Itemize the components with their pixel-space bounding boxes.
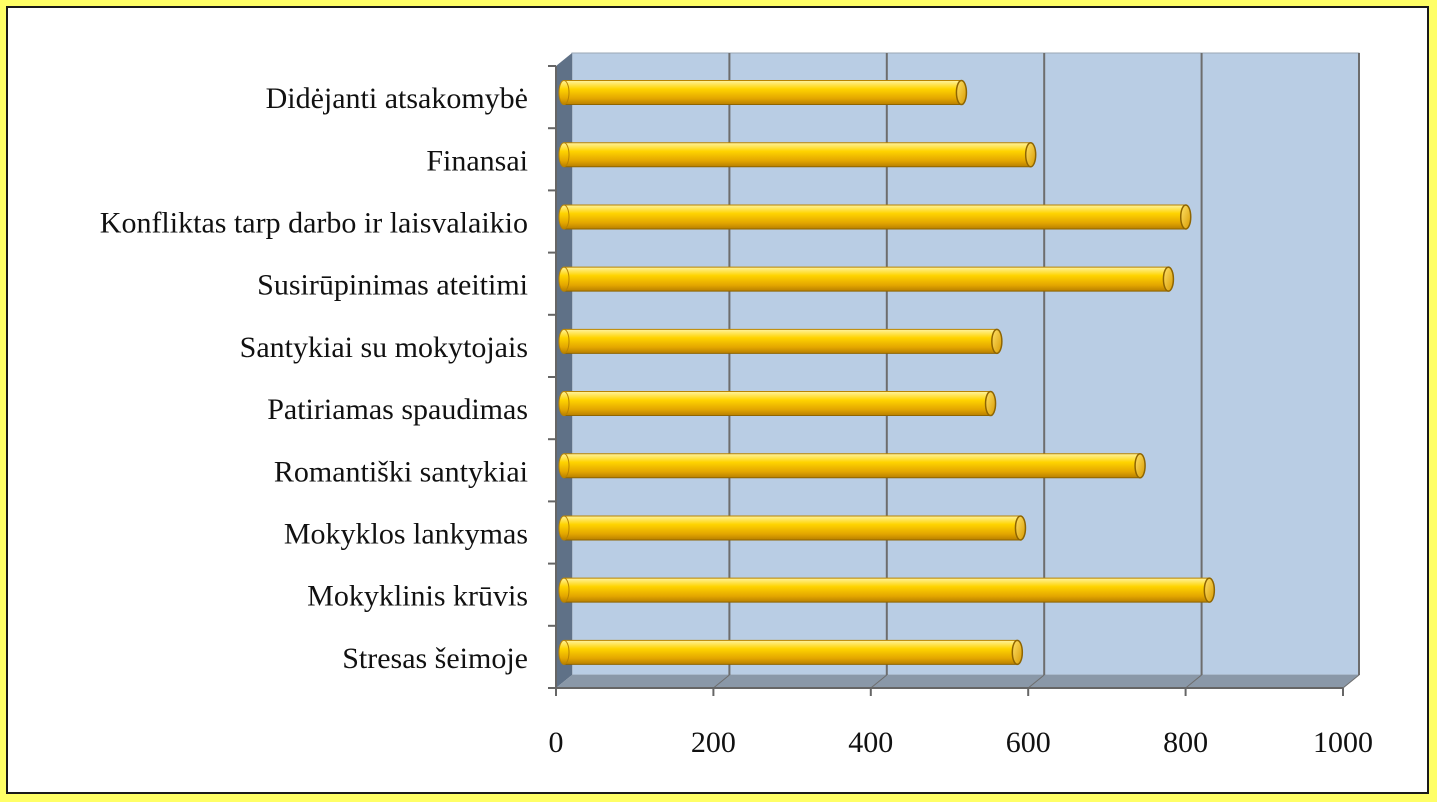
- bar-base-cap: [558, 577, 570, 603]
- bar: [564, 204, 1186, 229]
- bar-base-cap: [558, 391, 570, 417]
- bar: [564, 267, 1169, 292]
- x-tick-label: 600: [1006, 726, 1051, 759]
- x-tick-label: 1000: [1313, 726, 1373, 759]
- bar-end-cap: [1162, 266, 1175, 292]
- bar: [564, 80, 962, 105]
- category-label: Finansai: [426, 144, 528, 177]
- category-label: Didėjanti atsakomybė: [266, 82, 528, 115]
- bar-end-cap: [1014, 515, 1027, 541]
- bar: [564, 453, 1141, 478]
- gridline-floor: [1027, 674, 1045, 689]
- category-label: Konfliktas tarp darbo ir laisvalaikio: [100, 207, 528, 240]
- bar-end-cap: [1179, 204, 1192, 230]
- bar-end-cap: [1011, 639, 1024, 666]
- bar-end-cap: [1134, 453, 1146, 479]
- bar-base-cap: [558, 515, 570, 541]
- bar-base-cap: [558, 142, 570, 168]
- category-label: Stresas šeimoje: [342, 642, 528, 675]
- bar: [564, 142, 1031, 167]
- x-tick-label: 800: [1163, 726, 1208, 759]
- bar-base-cap: [558, 639, 570, 665]
- category-label: Mokyklos lankymas: [284, 518, 528, 551]
- bar-base-cap: [558, 266, 570, 292]
- category-label: Santykiai su mokytojais: [240, 331, 528, 364]
- floor: [556, 675, 1359, 688]
- bar-end-cap: [991, 328, 1003, 355]
- category-label: Mokyklinis krūvis: [307, 580, 528, 613]
- bar-base-cap: [558, 204, 570, 230]
- bar-end-cap: [955, 79, 968, 106]
- bar-end-cap: [1203, 577, 1216, 603]
- x-tick-label: 200: [691, 726, 736, 759]
- x-tick-label: 400: [848, 726, 893, 759]
- x-tick-label: 0: [549, 726, 564, 759]
- bar: [564, 391, 991, 416]
- category-label: Patiriamas spaudimas: [267, 393, 528, 426]
- gridline-floor: [1185, 674, 1202, 689]
- bar: [564, 515, 1021, 540]
- category-label: Susirūpinimas ateitimi: [257, 269, 528, 302]
- gridline-floor: [870, 674, 888, 689]
- chart-frame: 0 200 400 600 800 1000 Didėjanti atsakomybė Fin…: [6, 6, 1429, 794]
- bar: [564, 578, 1210, 603]
- bar-base-cap: [558, 453, 570, 479]
- bar-base-cap: [558, 328, 570, 354]
- bar-end-cap: [1024, 142, 1037, 168]
- bar-chart: 0 200 400 600 800 1000 Didėjanti atsakomybė Fin…: [100, 52, 1373, 759]
- bar-base-cap: [558, 80, 570, 106]
- category-label: Romantiški santykiai: [274, 455, 528, 488]
- gridline-floor: [713, 674, 730, 689]
- gridline-floor: [1342, 674, 1360, 689]
- bar: [564, 640, 1018, 665]
- bar-end-cap: [984, 390, 997, 417]
- bar: [564, 329, 997, 354]
